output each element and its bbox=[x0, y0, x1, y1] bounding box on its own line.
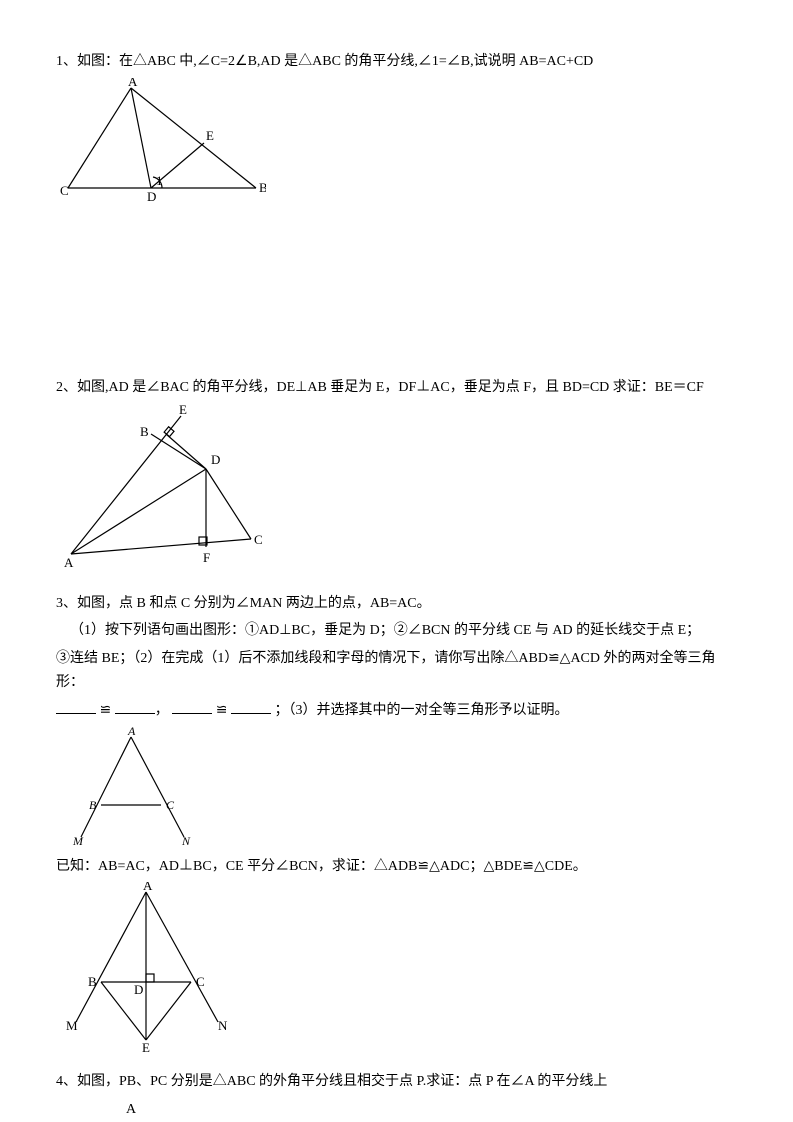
svg-text:E: E bbox=[179, 404, 187, 417]
figure-3a: A B C M N bbox=[56, 727, 737, 847]
problem-2: 2、如图,AD 是∠BAC 的角平分线，DE⊥AB 垂足为 E，DF⊥AC，垂足… bbox=[56, 376, 737, 574]
problem-3-line3a: ③连结 BE；（2）在完成（1）后不添加线段和字母的情况下，请你写出除△ABD≌… bbox=[56, 651, 716, 690]
problem-1: 1、如图：在△ABC 中,∠C=2∠B,AD 是△ABC 的角平分线,∠1=∠B… bbox=[56, 50, 737, 208]
svg-text:C: C bbox=[254, 532, 263, 547]
problem-3: 3、如图，点 B 和点 C 分别为∠MAN 两边上的点，AB=AC。 （1）按下… bbox=[56, 592, 737, 1053]
svg-text:M: M bbox=[72, 834, 84, 847]
figure-3b: A B C D E M N bbox=[56, 882, 737, 1052]
svg-text:B: B bbox=[89, 798, 97, 812]
figure-2: A B C D E F bbox=[56, 404, 737, 574]
svg-text:C: C bbox=[196, 974, 205, 989]
svg-text:A: A bbox=[64, 555, 74, 570]
problem-3-line4-tail: ；（3）并选择其中的一对全等三角形予以证明。 bbox=[274, 703, 568, 718]
problem-3-line4: ≌ ， ≌ ；（3）并选择其中的一对全等三角形予以证明。 bbox=[56, 699, 737, 723]
svg-text:A: A bbox=[127, 727, 136, 738]
svg-text:D: D bbox=[211, 452, 220, 467]
svg-text:B: B bbox=[88, 974, 97, 989]
svg-text:M: M bbox=[66, 1018, 78, 1033]
problem-3-known: 已知：AB=AC，AD⊥BC，CE 平分∠BCN，求证：△ADB≌△ADC；△B… bbox=[56, 855, 737, 879]
svg-text:E: E bbox=[206, 128, 214, 143]
problem-3-line2: （1）按下列语句画出图形：①AD⊥BC，垂足为 D；②∠BCN 的平分线 CE … bbox=[56, 619, 737, 643]
spacer-1 bbox=[56, 226, 737, 376]
svg-text:C: C bbox=[60, 183, 69, 198]
svg-text:N: N bbox=[218, 1018, 228, 1033]
svg-text:E: E bbox=[142, 1040, 150, 1052]
svg-text:A: A bbox=[143, 882, 153, 893]
svg-text:D: D bbox=[147, 189, 156, 204]
angle-man-diagram: A B C M N bbox=[56, 727, 206, 847]
blank-4 bbox=[231, 699, 271, 714]
blank-3 bbox=[172, 699, 212, 714]
cong-2: ≌ bbox=[216, 703, 228, 718]
blank-2 bbox=[115, 699, 155, 714]
angle-bisector-diagram: A B C D E F bbox=[56, 404, 266, 574]
svg-text:F: F bbox=[203, 550, 210, 565]
congruent-diagram: A B C D E M N bbox=[56, 882, 236, 1052]
svg-text:B: B bbox=[259, 180, 266, 195]
problem-4-label-a: A bbox=[56, 1098, 737, 1122]
problem-2-text: 2、如图,AD 是∠BAC 的角平分线，DE⊥AB 垂足为 E，DF⊥AC，垂足… bbox=[56, 376, 737, 400]
triangle-abc-diagram: A B C D E 1 bbox=[56, 78, 266, 208]
svg-text:C: C bbox=[166, 798, 175, 812]
problem-3-line3: ③连结 BE；（2）在完成（1）后不添加线段和字母的情况下，请你写出除△ABD≌… bbox=[56, 647, 737, 695]
figure-1: A B C D E 1 bbox=[56, 78, 737, 208]
problem-4: 4、如图，PB、PC 分别是△ABC 的外角平分线且相交于点 P.求证：点 P … bbox=[56, 1070, 737, 1122]
problem-1-text: 1、如图：在△ABC 中,∠C=2∠B,AD 是△ABC 的角平分线,∠1=∠B… bbox=[56, 50, 737, 74]
problem-4-text: 4、如图，PB、PC 分别是△ABC 的外角平分线且相交于点 P.求证：点 P … bbox=[56, 1070, 737, 1094]
svg-text:A: A bbox=[128, 78, 138, 89]
svg-text:B: B bbox=[140, 424, 149, 439]
problem-3-line1: 3、如图，点 B 和点 C 分别为∠MAN 两边上的点，AB=AC。 bbox=[56, 592, 737, 616]
cong-1: ≌ bbox=[100, 703, 112, 718]
svg-text:1: 1 bbox=[156, 173, 163, 188]
blank-1 bbox=[56, 699, 96, 714]
svg-text:N: N bbox=[181, 834, 191, 847]
svg-text:D: D bbox=[134, 982, 143, 997]
